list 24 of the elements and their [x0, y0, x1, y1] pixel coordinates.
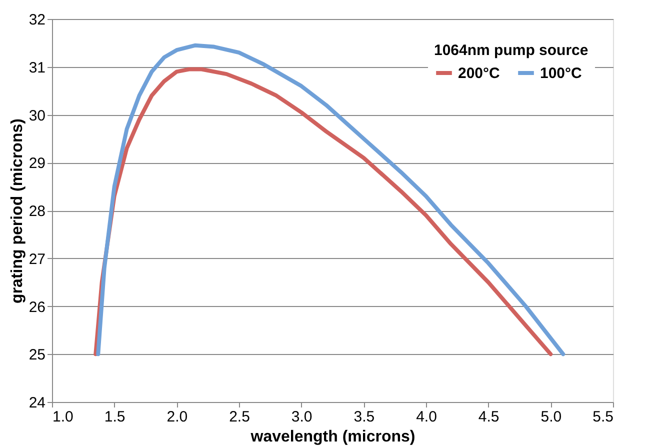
legend-label: 200°C [458, 65, 500, 82]
x-tick-label: 5.5 [592, 408, 614, 426]
x-tick-label: 5.0 [540, 408, 562, 426]
y-tick-label: 24 [28, 394, 46, 412]
legend-label: 100°C [540, 65, 582, 82]
x-tick-label: 1.5 [104, 408, 126, 426]
x-tick-label: 3.0 [291, 408, 312, 426]
x-tick-label: 4.0 [416, 408, 437, 426]
y-tick-label: 29 [28, 155, 46, 172]
y-axis-title: grating period (microns) [8, 118, 26, 304]
y-tick-label: 27 [28, 250, 46, 268]
y-tick-label: 31 [28, 59, 46, 76]
y-tick-label: 30 [28, 107, 46, 124]
x-axis-title: wavelength (microns) [250, 428, 416, 446]
y-tick-label: 26 [28, 298, 46, 316]
x-tick-label: 2.0 [166, 408, 188, 426]
x-tick-label: 3.5 [354, 408, 375, 426]
legend-title: 1064nm pump source [434, 42, 588, 59]
x-tick-label: 2.5 [229, 408, 250, 426]
y-tick-label: 25 [28, 346, 46, 364]
y-tick-label: 28 [28, 203, 46, 220]
x-tick-label: 1.0 [52, 408, 74, 426]
y-tick-label: 32 [28, 12, 46, 28]
x-tick-label: 4.5 [478, 408, 500, 426]
